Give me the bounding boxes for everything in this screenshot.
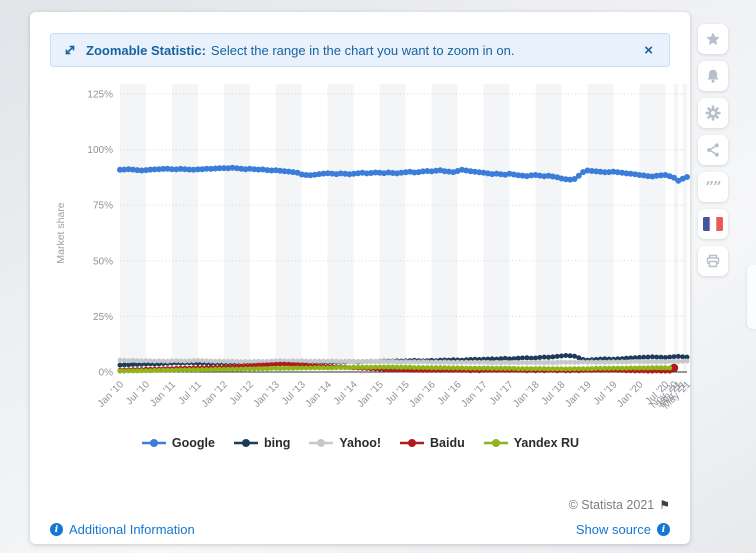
legend-marker [483, 439, 508, 447]
svg-text:50%: 50% [93, 256, 113, 267]
cite-button[interactable]: ”” [698, 172, 728, 202]
share-icon [705, 142, 721, 158]
banner-title: Zoomable Statistic: [86, 42, 206, 58]
legend-item-google[interactable]: Google [141, 436, 215, 450]
settings-button[interactable]: /**/ [698, 98, 728, 128]
show-source-link[interactable]: Show source [576, 522, 670, 537]
side-toolbar: /**/ ”” [698, 24, 728, 276]
zoomable-banner: Zoomable Statistic: Select the range in … [50, 33, 670, 67]
legend-item-yahoo-[interactable]: Yahoo! [308, 436, 381, 450]
svg-text:75%: 75% [93, 201, 113, 212]
panel-handle[interactable] [747, 265, 756, 329]
copyright-text: © Statista 2021 [568, 498, 655, 512]
language-button[interactable] [698, 209, 728, 239]
share-button[interactable] [698, 135, 728, 165]
statista-flag-icon: ⚑ [659, 498, 670, 512]
info-icon [657, 523, 670, 536]
svg-text:Market share: Market share [55, 202, 67, 263]
chart-legend: Google bing Yahoo! Baidu Yandex RU [30, 436, 690, 450]
show-source-label: Show source [575, 522, 651, 537]
legend-marker [309, 439, 334, 447]
quote-icon: ”” [705, 178, 721, 196]
gear-icon: /**/ [705, 105, 721, 121]
additional-information-link[interactable]: Additional Information [50, 522, 195, 537]
legend-marker [141, 439, 166, 447]
svg-text:Jan '17: Jan '17 [459, 379, 490, 410]
svg-text:Jan '19: Jan '19 [563, 379, 594, 410]
additional-information-label: Additional Information [69, 522, 195, 537]
star-icon [705, 31, 721, 47]
svg-text:Jan '13: Jan '13 [252, 379, 283, 410]
legend-item-baidu[interactable]: Baidu [399, 436, 465, 450]
legend-item-yandex-ru[interactable]: Yandex RU [483, 436, 579, 450]
svg-text:Jan '20: Jan '20 [615, 379, 646, 410]
svg-text:Jan '16: Jan '16 [407, 379, 438, 410]
svg-text:Jul '10: Jul '10 [124, 379, 152, 407]
svg-text:Jan '18: Jan '18 [511, 379, 542, 410]
chart-area[interactable]: 0% 25% 50% 75% 100% 125% Jan '10 Jul '10 Jan '11… [42, 80, 693, 430]
legend-item-bing[interactable]: bing [233, 436, 290, 450]
bell-icon [705, 68, 721, 84]
legend-label: Yandex RU [513, 436, 580, 450]
banner-text: Select the range in the chart you want t… [210, 42, 515, 58]
expand-icon [63, 43, 77, 57]
svg-text:Jan '11: Jan '11 [148, 379, 178, 409]
legend-marker [233, 439, 258, 447]
svg-text:Jan '14: Jan '14 [304, 379, 335, 410]
print-button[interactable] [698, 246, 728, 276]
legend-label: Baidu [430, 436, 465, 450]
svg-text:0%: 0% [99, 368, 114, 379]
legend-label: Yahoo! [339, 436, 382, 450]
info-icon [50, 523, 63, 536]
footer-links: Additional Information Show source [50, 522, 670, 537]
favorite-button[interactable] [698, 24, 728, 54]
svg-text:Jan '10: Jan '10 [96, 379, 127, 410]
svg-text:25%: 25% [93, 312, 113, 323]
legend-label: Google [171, 436, 215, 450]
legend-marker [400, 439, 425, 447]
svg-text:Jan '12: Jan '12 [200, 379, 231, 410]
banner-close-button[interactable]: × [640, 41, 657, 60]
notifications-button[interactable] [698, 61, 728, 91]
legend-label: bing [263, 436, 291, 450]
svg-text:125%: 125% [87, 90, 113, 101]
printer-icon [705, 253, 721, 269]
copyright-line: © Statista 2021 ⚑ [569, 498, 670, 512]
french-flag-icon [703, 217, 723, 231]
svg-text:Jan '15: Jan '15 [355, 379, 386, 410]
svg-text:100%: 100% [87, 145, 113, 156]
statistic-card: Zoomable Statistic: Select the range in … [30, 12, 693, 544]
